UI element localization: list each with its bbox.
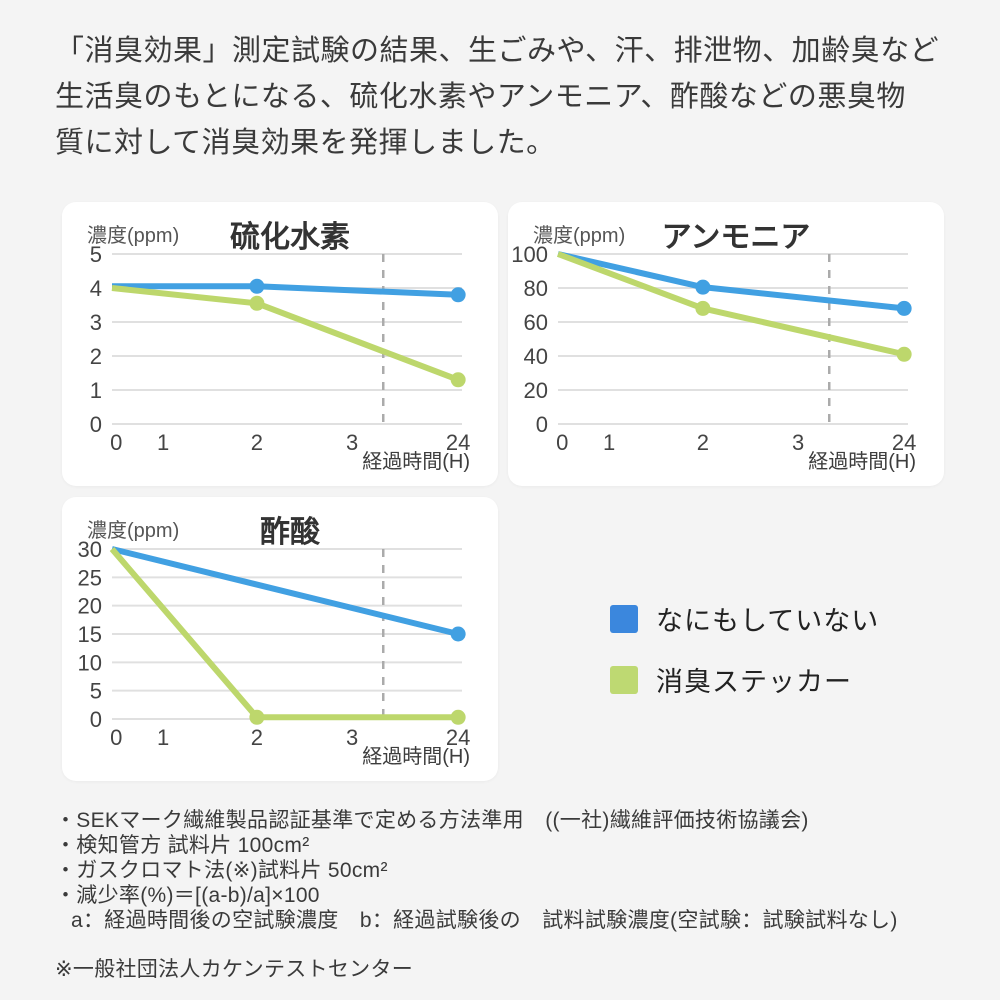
svg-text:0: 0 (110, 725, 122, 750)
svg-text:濃度(ppm): 濃度(ppm) (533, 224, 625, 247)
svg-text:硫化水素: 硫化水素 (230, 220, 350, 254)
note-line-5: a：経過時間後の空試験濃度 b：経過試験後の 試料試験濃度(空試験：試験試料なし… (71, 909, 898, 932)
note-line-2: ・検知管方 試料片 100cm² (55, 834, 310, 857)
intro-text: 「消臭効果」測定試験の結果、生ごみや、汗、排泄物、加齢臭など 生活臭のもとになる… (55, 28, 965, 166)
chart-hydrogen-sulfide: 0 1 2 3 4 5 0 1 2 3 24 硫化水素 濃度(ppm) 経過時間(H) (87, 220, 470, 473)
svg-text:0: 0 (556, 430, 568, 455)
svg-text:濃度(ppm): 濃度(ppm) (87, 519, 179, 542)
svg-text:4: 4 (90, 276, 102, 301)
svg-text:2: 2 (251, 725, 263, 750)
legend: なにもしていない 消臭ステッカー (610, 599, 879, 721)
legend-item-untreated: なにもしていない (610, 599, 879, 638)
legend-label-deodorant-sticker: 消臭ステッカー (656, 667, 852, 697)
svg-text:アンモニア: アンモニア (662, 221, 811, 254)
svg-text:20: 20 (524, 378, 548, 403)
svg-text:2: 2 (90, 344, 102, 369)
legend-label-untreated: なにもしていない (656, 606, 880, 636)
legend-item-deodorant-sticker: 消臭ステッカー (610, 660, 879, 699)
note-line-6: ※一般社団法人カケンテストセンター (55, 958, 414, 981)
svg-text:経過時間(H): 経過時間(H) (362, 745, 470, 768)
test-method-notes: ・SEKマーク繊維製品認証基準で定める方法準用 ((一社)繊維評価技術協議会) … (55, 808, 975, 982)
svg-text:0: 0 (110, 430, 122, 455)
chart-panel-hydrogen-sulfide: 0 1 2 3 4 5 0 1 2 3 24 硫化水素 濃度(ppm) 経過時間(H) (62, 202, 498, 486)
svg-text:30: 30 (78, 537, 102, 562)
svg-text:80: 80 (524, 276, 548, 301)
svg-text:24: 24 (446, 430, 470, 455)
intro-line-2: 生活臭のもとになる、硫化水素やアンモニア、酢酸などの悪臭物 (55, 81, 906, 113)
svg-text:2: 2 (697, 430, 709, 455)
svg-text:経過時間(H): 経過時間(H) (362, 450, 470, 473)
svg-text:40: 40 (524, 344, 548, 369)
legend-swatch-green (610, 665, 638, 694)
svg-text:5: 5 (90, 679, 102, 704)
legend-swatch-blue (610, 604, 638, 633)
svg-text:100: 100 (511, 242, 548, 267)
svg-text:5: 5 (90, 242, 102, 267)
svg-text:0: 0 (90, 412, 102, 437)
svg-text:3: 3 (346, 725, 358, 750)
svg-text:60: 60 (524, 310, 548, 335)
svg-text:1: 1 (157, 430, 169, 455)
svg-text:24: 24 (446, 725, 470, 750)
svg-text:20: 20 (78, 594, 102, 619)
svg-text:1: 1 (603, 430, 615, 455)
svg-text:10: 10 (78, 650, 102, 675)
svg-text:2: 2 (251, 430, 263, 455)
note-line-1: ・SEKマーク繊維製品認証基準で定める方法準用 ((一社)繊維評価技術協議会) (55, 809, 809, 832)
chart-panel-ammonia: 0 20 40 60 80 100 0 1 2 3 24 アンモニア 濃度(ppm) 経過時間(H) (508, 202, 944, 486)
intro-line-3: 質に対して消臭効果を発揮しました。 (55, 127, 556, 159)
svg-text:24: 24 (892, 430, 916, 455)
note-line-3: ・ガスクロマト法(※)試料片 50cm² (55, 859, 388, 882)
svg-text:3: 3 (346, 430, 358, 455)
svg-text:濃度(ppm): 濃度(ppm) (87, 224, 179, 247)
svg-text:経過時間(H): 経過時間(H) (808, 450, 916, 473)
svg-text:1: 1 (157, 725, 169, 750)
svg-text:25: 25 (78, 565, 102, 590)
svg-text:1: 1 (90, 378, 102, 403)
chart-panel-acetic-acid: 0 5 10 15 20 25 30 0 1 2 3 24 酢酸 濃度(ppm) 経過時間(H) (62, 497, 498, 781)
svg-text:15: 15 (78, 622, 102, 647)
svg-text:3: 3 (90, 310, 102, 335)
svg-text:0: 0 (90, 707, 102, 732)
svg-text:酢酸: 酢酸 (260, 516, 321, 549)
chart-ammonia: 0 20 40 60 80 100 0 1 2 3 24 アンモニア 濃度(ppm) 経過時間(H) (511, 221, 916, 473)
intro-line-1: 「消臭効果」測定試験の結果、生ごみや、汗、排泄物、加齢臭など (55, 35, 940, 67)
svg-text:0: 0 (536, 412, 548, 437)
svg-text:3: 3 (792, 430, 804, 455)
note-line-4: ・減少率(%)＝[(a-b)/a]×100 (55, 884, 320, 907)
